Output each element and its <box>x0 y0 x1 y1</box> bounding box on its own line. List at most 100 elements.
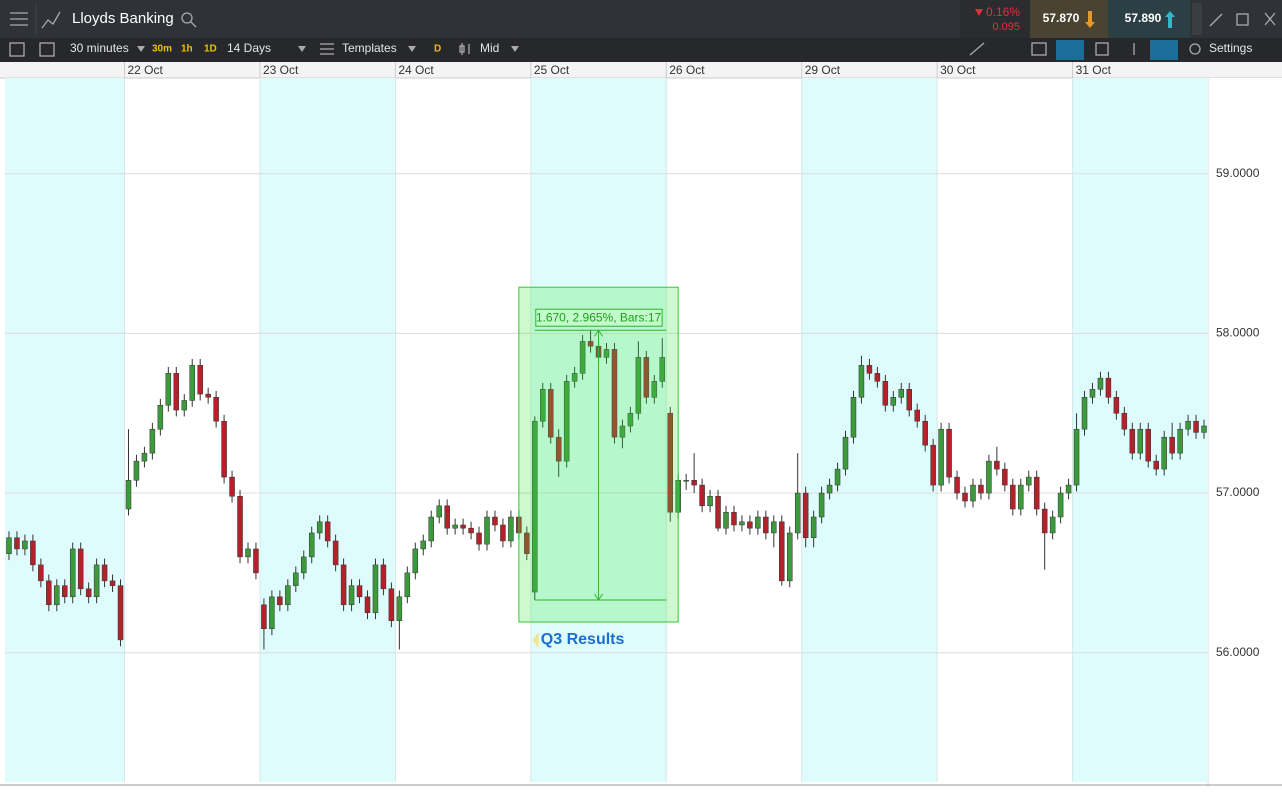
quick-interval[interactable]: 30m <box>152 44 172 55</box>
panel-icon[interactable] <box>9 42 25 57</box>
settings-icon[interactable] <box>1189 43 1201 55</box>
candle-body <box>755 516 761 529</box>
candle-body <box>125 480 132 510</box>
candle-body <box>802 492 809 539</box>
candle-body <box>253 548 259 574</box>
event-flag <box>532 632 539 648</box>
candle-body <box>468 527 474 534</box>
price-axis <box>1208 78 1282 787</box>
candle-body <box>794 492 801 534</box>
candle-body <box>882 381 889 406</box>
candle-body <box>914 409 920 422</box>
candle-body <box>6 537 12 554</box>
candle-body <box>1049 516 1056 534</box>
candle-body <box>1193 420 1199 433</box>
settings-button[interactable]: Settings <box>1209 41 1252 55</box>
candle-body <box>683 480 689 482</box>
candle-body <box>866 365 873 374</box>
candle-body <box>747 521 753 529</box>
candle-body <box>388 588 395 622</box>
candle-body <box>603 349 610 358</box>
candle-body <box>651 381 658 398</box>
templates-icon[interactable] <box>320 43 334 55</box>
x-tick-label: 23 Oct <box>263 63 299 77</box>
candle-body <box>532 420 538 593</box>
candle-body <box>396 596 403 622</box>
candle-body <box>850 397 857 438</box>
change-box <box>960 0 1030 38</box>
measure-arrowhead <box>594 329 603 337</box>
candle-body <box>364 596 371 614</box>
candle-body <box>332 540 339 566</box>
candle-body <box>635 357 642 414</box>
buy-arrow <box>1165 11 1175 28</box>
spread-gauge <box>1192 3 1202 35</box>
x-tick-label: 22 Oct <box>128 63 164 77</box>
candle-body <box>555 436 562 462</box>
day-mode[interactable]: D <box>434 44 441 55</box>
candle-body <box>563 381 570 462</box>
candle-body <box>324 521 331 542</box>
day-shade <box>801 78 938 782</box>
price-type-select[interactable]: Mid <box>480 41 499 55</box>
candle-body <box>1057 492 1064 518</box>
candle-body <box>165 373 172 406</box>
menu-icon[interactable] <box>10 12 28 26</box>
collapse-icon[interactable] <box>1209 13 1223 27</box>
candle-body <box>540 389 546 422</box>
label-toggle[interactable] <box>1150 40 1178 60</box>
candle-icon[interactable] <box>459 43 470 55</box>
candle-body <box>978 484 984 494</box>
candle-body <box>547 389 554 438</box>
candle-body <box>149 428 156 454</box>
candle-body <box>1169 436 1175 454</box>
x-tick-label: 26 Oct <box>669 63 705 77</box>
candle-body <box>1113 397 1120 414</box>
candle-body <box>834 468 841 486</box>
x-tick-label: 25 Oct <box>534 63 570 77</box>
range-select[interactable]: 14 Days <box>227 41 271 55</box>
measure-label-box <box>535 308 663 327</box>
candle-body <box>779 521 785 582</box>
candle-body <box>133 460 140 481</box>
candle-body <box>356 585 363 598</box>
candle-body <box>476 532 482 545</box>
candle-body <box>412 548 419 574</box>
interval-select[interactable]: 30 minutes <box>70 41 129 55</box>
candle-body <box>205 393 211 398</box>
candle-body <box>237 495 243 558</box>
candle-body <box>109 580 116 586</box>
sell-button[interactable] <box>1030 0 1108 38</box>
candle-body <box>1105 377 1112 398</box>
candle-body <box>293 572 299 586</box>
candle-body <box>404 572 411 598</box>
close-icon[interactable] <box>1264 12 1276 26</box>
sell-price: 57.870 <box>1043 11 1080 25</box>
popout-icon[interactable] <box>1236 13 1249 26</box>
x-tick-label: 29 Oct <box>805 63 841 77</box>
candle-body <box>643 357 650 398</box>
candle-body <box>739 521 745 526</box>
search-icon[interactable] <box>181 12 197 28</box>
layout-icon[interactable] <box>39 42 55 57</box>
buy-button[interactable] <box>1108 0 1190 38</box>
chart-icon[interactable] <box>41 11 61 29</box>
templates-select[interactable]: Templates <box>342 41 397 55</box>
candle-body <box>372 564 379 614</box>
candle-body <box>452 524 458 529</box>
quick-interval[interactable]: 1h <box>181 44 193 55</box>
candle-body <box>1145 428 1151 462</box>
down-arrow <box>975 9 983 16</box>
candle-body <box>898 389 905 398</box>
crosshair-toggle[interactable] <box>1056 40 1084 60</box>
candle-body <box>277 596 283 606</box>
quick-interval[interactable]: 1D <box>204 44 217 55</box>
buy-price: 57.890 <box>1125 11 1162 25</box>
day-shade <box>259 78 396 782</box>
candle-body <box>30 540 36 566</box>
candle-body <box>62 585 68 598</box>
drawing-tools[interactable] <box>969 42 1135 56</box>
candle-body <box>85 588 92 598</box>
candle-body <box>173 373 180 411</box>
candle-body <box>261 604 267 629</box>
